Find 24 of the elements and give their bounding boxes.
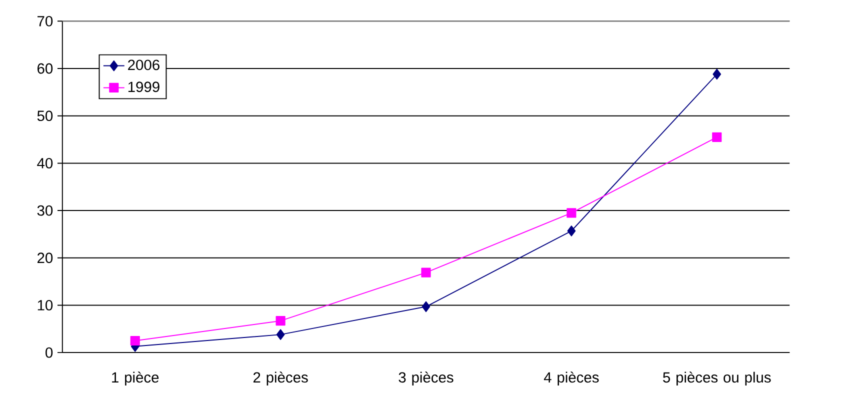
point bbox=[130, 336, 140, 346]
x-tick-label: 4 pièces bbox=[544, 372, 599, 386]
point bbox=[422, 301, 430, 312]
legend-label: 2006 bbox=[128, 60, 160, 70]
y-tick-label: 60 bbox=[38, 63, 53, 74]
point bbox=[276, 316, 286, 326]
x-tick-label: 2 pièces bbox=[253, 372, 308, 386]
x-tick-label: 3 pièces bbox=[398, 372, 454, 386]
point bbox=[712, 68, 722, 80]
legend-label: 1999 bbox=[128, 82, 160, 92]
point bbox=[421, 268, 431, 278]
y-tick-label: 10 bbox=[38, 300, 53, 310]
y-tick-label: 30 bbox=[37, 205, 53, 216]
y-tick-label: 0 bbox=[46, 347, 53, 358]
y-tick-label: 40 bbox=[37, 158, 53, 168]
point bbox=[567, 225, 576, 236]
point bbox=[276, 329, 285, 340]
point bbox=[712, 132, 722, 142]
point bbox=[566, 208, 576, 218]
y-tick-label: 70 bbox=[38, 16, 53, 26]
x-tick-label: 5 pièces ou plus bbox=[663, 372, 771, 386]
y-tick-label: 20 bbox=[38, 252, 53, 264]
y-tick-label: 50 bbox=[37, 110, 53, 121]
x-tick-label: 1 pièce bbox=[112, 372, 159, 386]
